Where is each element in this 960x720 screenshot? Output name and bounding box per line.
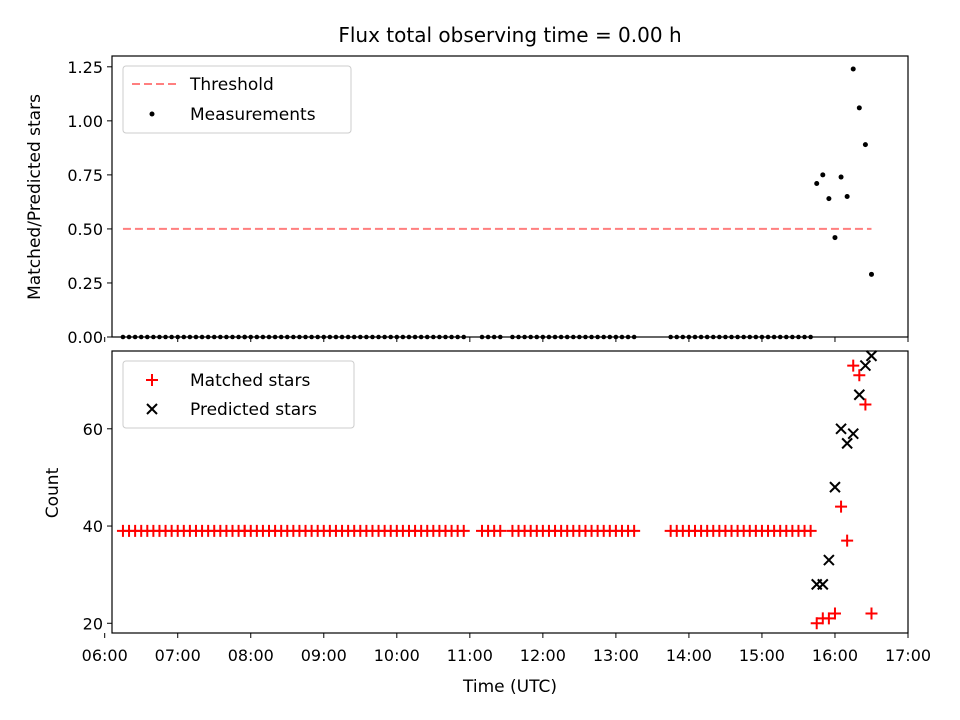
measurement-point [832,235,838,241]
matched-star-point [494,524,507,537]
x-tick-label: 13:00 [593,646,639,665]
x-tick-label: 12:00 [520,646,566,665]
legend-box-bottom [122,360,355,429]
x-tick-label: 08:00 [228,646,274,665]
predicted-star-point [835,423,847,435]
panel-bottom: Count Time (UTC) 20 40 60 06:00 07:00 08:00 09… [43,350,931,697]
y-tick-label-bottom: 60 [83,420,103,439]
predicted-star-point [847,427,859,440]
matched-star-point [865,607,878,620]
matched-star-point [847,359,860,372]
measurement-point [844,194,850,199]
measurement-point [814,181,820,187]
measurement-point [820,172,826,178]
legend-matched-swatch [146,374,158,386]
x-tick-label: 15:00 [739,646,785,665]
matched-star-point [457,524,470,537]
y-tick-label-bottom: 40 [83,517,103,536]
axes-frame-top [111,55,909,338]
matched-star-point [859,398,872,411]
y-tick-label-top: 0.75 [67,166,103,185]
legend-measurements-swatch [149,111,155,117]
x-tick-label: 16:00 [812,646,858,665]
matched-star-point [628,524,641,537]
x-tick-label: 07:00 [155,646,201,665]
predicted-star-point [823,554,835,566]
y-tick-label-top: 0.00 [67,328,103,347]
measurement-point [850,66,856,72]
measurement-point [826,196,832,202]
x-tick-label: 06:00 [82,646,128,665]
matched-star-point [828,607,841,620]
measurement-point [868,271,874,277]
legend-top: Threshold Measurements [122,65,352,134]
matched-star-point [822,612,835,625]
x-tick-label: 11:00 [447,646,493,665]
predicted-star-point [865,350,878,362]
x-tick-label: 09:00 [301,646,347,665]
matched-star-point [810,617,823,630]
predicted-star-point [817,578,829,591]
measurement-point [862,142,868,148]
legend-predicted-swatch [146,403,158,415]
y-tick-label-top: 0.50 [67,220,103,239]
matched-star-point [841,534,854,547]
predicted-star-point [853,389,866,401]
y-axis-label-bottom: Count [43,467,63,518]
panel-top: Flux total observing time = 0.00 h Match… [25,23,909,347]
x-tick-label: 17:00 [885,646,931,665]
x-tick-label: 10:00 [374,646,420,665]
axes-frame-bottom [111,350,909,634]
predicted-star-point [829,481,841,493]
legend-box-top [122,65,352,134]
predicted-star-point [841,437,853,450]
y-tick-label-bottom: 20 [83,614,103,633]
legend-threshold-label: Threshold [189,75,274,95]
legend-matched-label: Matched stars [190,371,310,391]
matched-star-point [853,369,866,382]
matched-star-point [804,524,817,537]
legend-measurements-label: Measurements [190,105,316,125]
y-axis-label-top: Matched/Predicted stars [25,94,45,300]
plot-area-bottom [116,350,878,630]
legend-bottom: Matched stars Predicted stars [122,360,355,429]
axis-ticks-bottom: 20 40 60 06:00 07:00 08:00 09:00 10:00 11:00 12:0… [82,420,931,665]
y-tick-label-top: 0.25 [67,274,103,293]
y-ticks-top: 0.00 0.25 0.50 0.75 1.00 1.25 [67,58,909,347]
measurement-point [838,174,844,180]
matched-star-point [835,500,848,513]
chart-title: Flux total observing time = 0.00 h [338,23,681,47]
y-tick-label-top: 1.00 [67,112,103,131]
predicted-star-point [859,359,872,372]
x-axis-label: Time (UTC) [462,677,557,697]
y-tick-label-top: 1.25 [67,58,103,77]
measurement-point [856,105,862,111]
legend-predicted-label: Predicted stars [190,400,317,420]
x-tick-label: 14:00 [666,646,712,665]
